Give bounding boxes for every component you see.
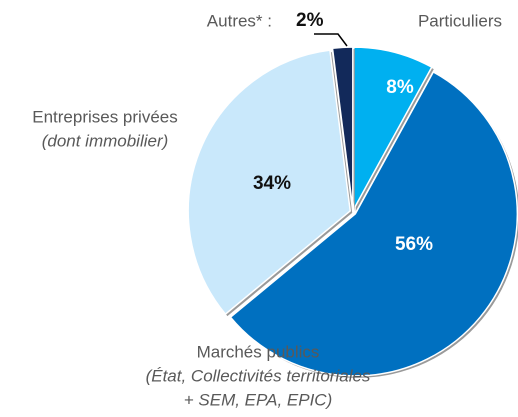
category-detail: (État, Collectivités territoriales [146, 366, 371, 385]
value-label: 34% [253, 173, 291, 194]
category-label: Marchés publics [197, 342, 320, 361]
slice [187, 49, 352, 316]
slice [331, 46, 354, 210]
leader-line [314, 33, 348, 47]
slice [352, 46, 433, 210]
pie [187, 46, 518, 378]
category-label: Entreprises privées [32, 107, 178, 126]
value-label: 56% [395, 234, 433, 255]
category-label: Particuliers [418, 11, 502, 30]
slice [229, 70, 518, 377]
value-label: 2% [296, 10, 324, 31]
value-label: 8% [386, 77, 414, 98]
category-detail: + SEM, EPA, EPIC) [184, 390, 332, 409]
category-label: Autres* : [207, 11, 272, 30]
category-detail: (dont immobilier) [42, 131, 169, 150]
